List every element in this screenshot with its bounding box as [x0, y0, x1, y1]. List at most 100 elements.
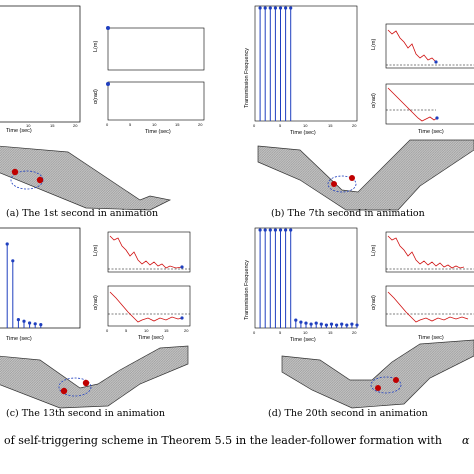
stem-marker-d-5 — [278, 228, 283, 232]
panel-a-sub-tick-20: 20 — [198, 122, 203, 127]
panel-d-stems — [258, 228, 359, 328]
panel-d-formation-ellipse — [370, 376, 402, 394]
panel-c-road — [0, 345, 189, 409]
panel-d-caption: (d) The 20th second in animation — [268, 408, 428, 419]
panel-d-L-trace — [387, 235, 465, 269]
panel-a-alpha-ylabel: α(rad) — [93, 89, 99, 104]
panel-b-caption: (b) The 7th second in animation — [271, 208, 425, 219]
panel-b-tick-5: 5 — [279, 123, 282, 128]
panel-d-alpha-trace — [387, 291, 469, 323]
panel-b-L-end-marker — [434, 60, 438, 64]
panel-a-L-marker — [106, 26, 110, 30]
panel-d-tick-0: 0 — [253, 330, 256, 335]
panel-b-L-ylabel: L(m) — [371, 39, 377, 50]
stem-marker-b-7 — [289, 6, 293, 10]
panel-d-alpha-axes — [385, 285, 474, 327]
stem-marker-d-1 — [258, 228, 262, 232]
panel-c-sub-tick-15: 15 — [164, 328, 169, 333]
panel-b-alpha-trace — [387, 87, 438, 122]
panel-a-tick-10: 10 — [26, 123, 31, 128]
panel-b-tick-0: 0 — [253, 123, 256, 128]
panel-a-alpha-marker — [106, 82, 110, 86]
panel-c-sub-tick-5: 5 — [125, 328, 128, 333]
panel-c-L-axes — [107, 231, 191, 273]
panel-b-stems — [258, 6, 293, 121]
stem-marker-d-19 — [350, 322, 354, 326]
panel-a-xlabel: Time (sec) — [6, 128, 32, 134]
panel-c-sub-tick-20: 20 — [184, 328, 189, 333]
stem-marker-c-12 — [33, 322, 37, 326]
panel-d-L-axes — [385, 231, 474, 273]
panel-a-tick-20: 20 — [73, 123, 78, 128]
stem-marker-d-12 — [314, 321, 318, 325]
panel-a-sub-tick-0: 0 — [106, 122, 109, 127]
panel-d-tick-20: 20 — [352, 330, 357, 335]
panel-d-road — [281, 339, 474, 409]
panel-a-sub-tick-5: 5 — [129, 122, 132, 127]
panel-c-sub-xlabel: Time (sec) — [138, 335, 164, 341]
panel-b: Transmission Frequency 0 5 10 15 20 Time… — [244, 5, 474, 219]
panel-d-robot-leader — [393, 377, 399, 383]
stem-marker-d-6 — [284, 228, 288, 232]
panel-b-robot-leader — [349, 175, 355, 181]
stem-marker-d-3 — [268, 228, 272, 232]
panel-b-alpha-axes — [385, 83, 474, 125]
stem-marker-c-8 — [11, 259, 15, 263]
panel-a: 10 15 20 Time (sec) L(m) α(rad) 0 5 10 1… — [0, 5, 205, 219]
stem-marker-d-7 — [289, 228, 293, 232]
panel-c-alpha-ylabel: α(rad) — [93, 295, 99, 310]
panel-b-robot-follower — [331, 181, 337, 187]
stem-marker-d-2 — [263, 228, 267, 232]
panel-a-main-axes — [0, 5, 81, 123]
stem-marker-d-20 — [355, 323, 359, 327]
panel-c-caption: (c) The 13th second in animation — [6, 408, 165, 419]
panel-b-alpha-end-marker — [435, 116, 439, 120]
panel-b-tick-15: 15 — [328, 123, 333, 128]
panel-b-xlabel: Time (sec) — [290, 130, 316, 136]
figure-caption-symbol: α — [462, 434, 470, 447]
stem-marker-d-8 — [294, 318, 298, 322]
stem-marker-d-15 — [329, 322, 334, 326]
panel-c-formation-ellipse — [58, 377, 92, 397]
panel-b-road — [257, 139, 474, 211]
stem-marker-d-13 — [319, 322, 323, 326]
stem-marker-c-13 — [39, 323, 43, 327]
panel-d-tick-5: 5 — [279, 330, 282, 335]
panel-b-tick-10: 10 — [303, 123, 308, 128]
panel-b-formation-ellipse — [327, 175, 357, 193]
stem-marker-c-11 — [28, 321, 32, 325]
panel-d-robot-follower — [375, 385, 381, 391]
panel-b-tick-20: 20 — [352, 123, 357, 128]
panel-a-sub-tick-10: 10 — [152, 122, 157, 127]
panel-c-robot-leader — [82, 379, 90, 387]
stem-marker-b-5 — [278, 6, 283, 10]
figure-caption: of self-triggering scheme in Theorem 5.5… — [4, 434, 442, 447]
panel-c-L-trace — [109, 235, 183, 269]
panel-c-alpha-axes — [107, 285, 191, 327]
stem-marker-b-3 — [268, 6, 272, 10]
panel-a-L-ylabel: L(m) — [93, 41, 99, 52]
panel-a-L-axes — [107, 27, 205, 71]
panel-a-caption: (a) The 1st second in animation — [6, 208, 158, 219]
panel-b-L-trace — [387, 29, 437, 63]
panel-c-sub-tick-10: 10 — [144, 328, 149, 333]
panel-d-tick-10: 10 — [303, 330, 308, 335]
panel-d-tick-15: 15 — [328, 330, 333, 335]
panel-b-L-axes — [385, 23, 474, 69]
panel-b-ylabel: Transmission Frequency — [244, 48, 250, 108]
stem-marker-c-7 — [5, 242, 9, 246]
stem-marker-b-1 — [258, 6, 262, 10]
panel-c: Time (sec) L(m) α(rad) 0 5 10 15 20 Time… — [0, 227, 191, 419]
stem-marker-d-17 — [340, 322, 344, 326]
panel-b-alpha-ylabel: α(rad) — [371, 93, 377, 108]
panel-c-alpha-end-marker — [180, 316, 184, 320]
panel-a-road — [0, 145, 172, 211]
panel-c-stems — [5, 242, 43, 328]
panel-a-sub-xlabel: Time (sec) — [145, 129, 171, 135]
panel-b-freq-axes — [254, 5, 358, 122]
panel-d: Transmission Frequency 0 5 10 15 20 Time… — [244, 227, 474, 419]
stem-marker-c-9 — [16, 318, 20, 322]
stem-marker-d-16 — [335, 323, 339, 327]
panel-b-sub-xlabel: Time (sec) — [418, 129, 444, 135]
